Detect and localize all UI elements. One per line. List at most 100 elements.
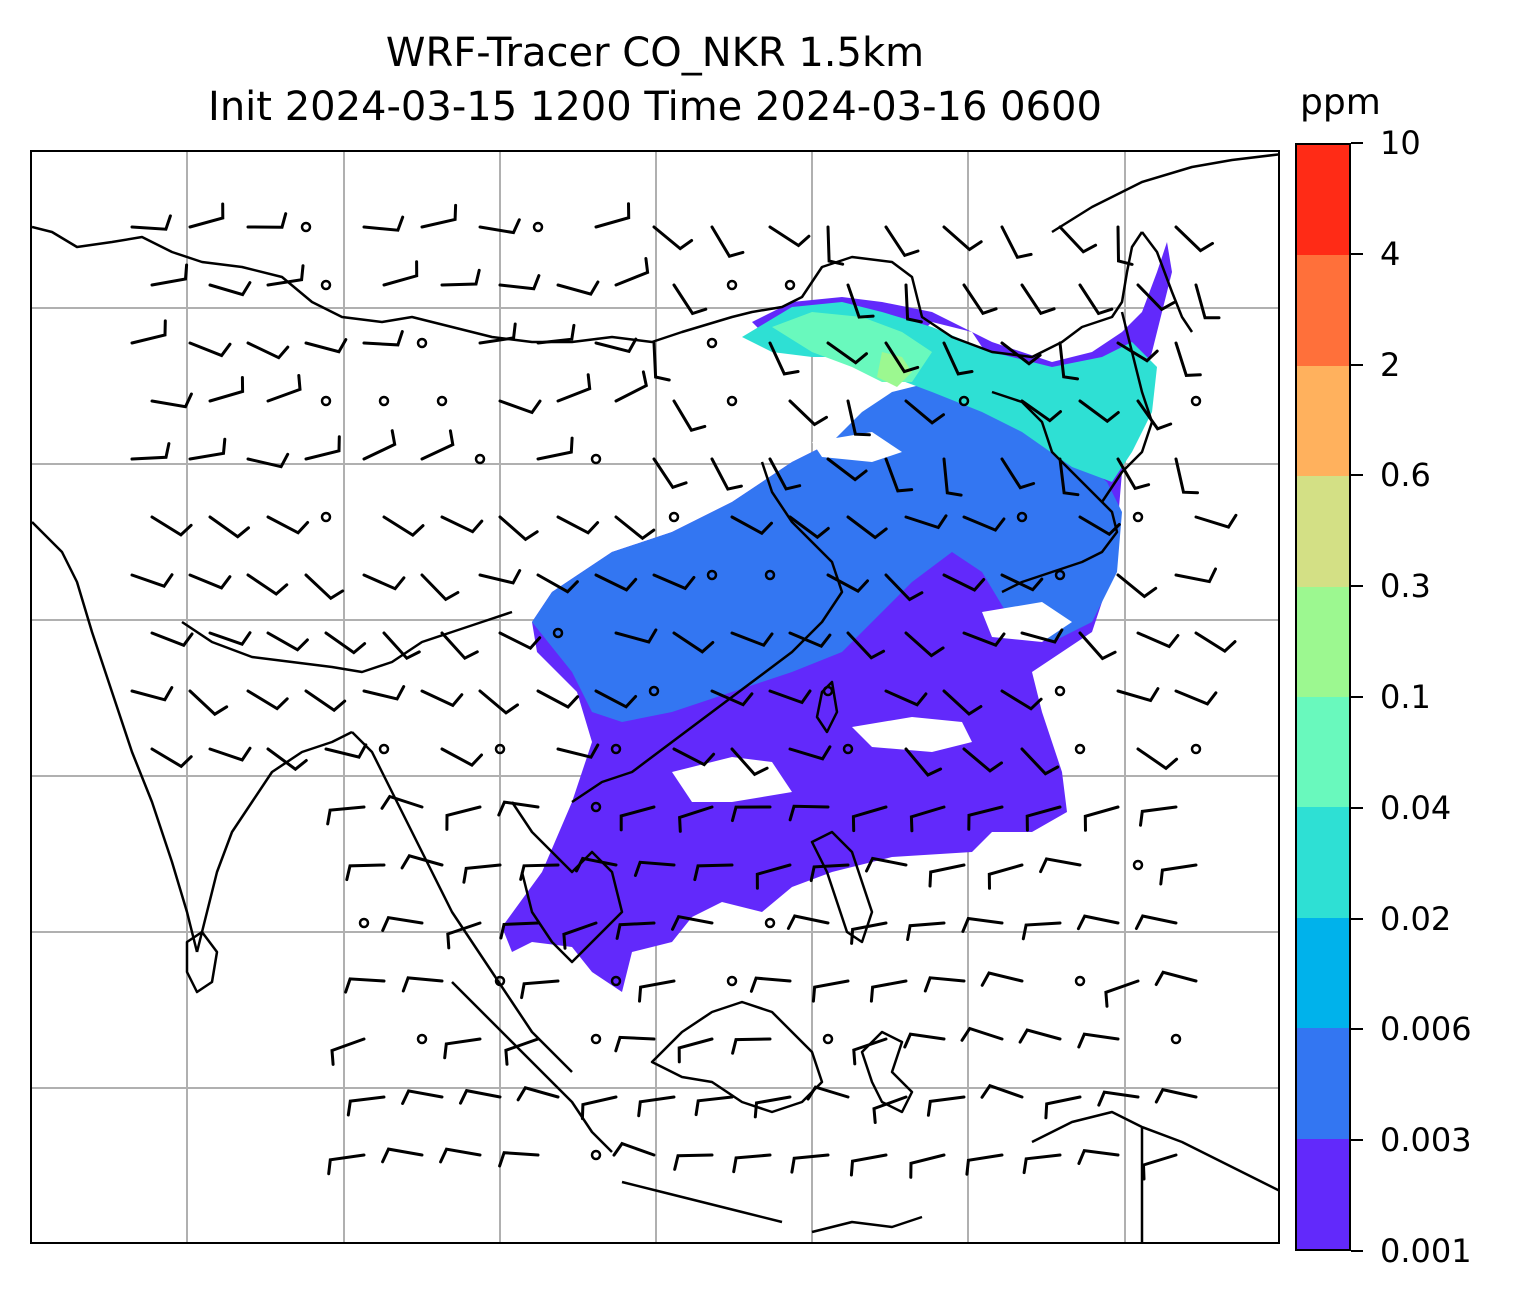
- wind-barb: [1044, 1095, 1082, 1120]
- coastlines: [32, 153, 1278, 1242]
- wind-barb: [672, 631, 715, 654]
- wind-barb: [401, 1089, 444, 1105]
- wind-barb: [594, 202, 631, 229]
- wind-barb: [498, 399, 542, 415]
- wind-barb: [942, 573, 986, 592]
- calm-wind-marker: [358, 917, 370, 929]
- wind-barb: [652, 225, 694, 251]
- wind-barb: [150, 263, 189, 287]
- wind-barb: [1058, 225, 1098, 254]
- wind-barb: [811, 979, 850, 1003]
- wind-barb: [904, 514, 948, 530]
- wind-barb: [755, 863, 792, 890]
- wind-barb: [440, 631, 479, 661]
- map-panel: [30, 150, 1280, 1244]
- wind-barb: [1174, 689, 1218, 706]
- wind-barb: [536, 323, 576, 345]
- wind-barb: [1078, 283, 1114, 316]
- wind-barb: [188, 689, 229, 717]
- wind-barb: [516, 1086, 560, 1102]
- colorbar: [1295, 143, 1351, 1251]
- wind-barb: [768, 341, 800, 376]
- wind-barb: [942, 457, 963, 497]
- wind-barb: [130, 214, 172, 231]
- wind-barb: [1136, 399, 1173, 431]
- wind-barb: [440, 747, 483, 767]
- chart-title-line1: WRF-Tracer CO_NKR 1.5km: [385, 30, 925, 76]
- wind-barb: [266, 515, 310, 535]
- colorbar-tick-label: 0.001: [1380, 1232, 1472, 1270]
- map-canvas: [32, 152, 1278, 1242]
- wind-barb: [1139, 805, 1178, 827]
- java: [621, 1180, 783, 1224]
- sulawesi: [860, 1030, 914, 1114]
- wind-barb: [266, 374, 302, 403]
- wind-barb: [381, 1147, 424, 1164]
- wind-barb: [1141, 1153, 1178, 1181]
- wind-barb: [208, 746, 252, 762]
- wind-barb: [381, 916, 424, 932]
- calm-wind-marker: [378, 743, 390, 755]
- wind-barb: [459, 1088, 502, 1105]
- wind-barb: [614, 257, 650, 287]
- wind-barb: [1020, 399, 1062, 423]
- wind-barb: [330, 1037, 366, 1066]
- calm-wind-marker: [532, 221, 544, 233]
- colorbar-tick: [1351, 806, 1363, 809]
- wind-barb: [478, 569, 522, 585]
- wind-barb: [926, 1095, 966, 1117]
- wind-barb: [575, 856, 618, 873]
- wind-barb: [962, 283, 998, 316]
- calm-wind-marker: [842, 743, 854, 755]
- calm-wind-marker: [300, 221, 312, 233]
- wind-barb: [730, 747, 769, 777]
- wind-barb: [730, 515, 773, 536]
- colorbar-tick-label: 0.003: [1380, 1121, 1472, 1160]
- wind-barb: [768, 225, 811, 248]
- wind-barb: [400, 854, 444, 870]
- wind-barb: [345, 863, 386, 882]
- wind-barb: [1116, 341, 1159, 363]
- wind-barb: [499, 921, 540, 940]
- wind-barb: [678, 805, 714, 833]
- wind-barb: [446, 921, 482, 950]
- wind-barb: [536, 689, 580, 709]
- chart-title-line2: Init 2024-03-15 1200 Time 2024-03-16 060…: [208, 84, 1102, 130]
- russia-coast: [1051, 153, 1278, 234]
- wind-barb: [150, 747, 193, 769]
- colorbar-tick: [1351, 142, 1363, 144]
- wind-barb: [1194, 631, 1237, 653]
- wind-barb: [150, 515, 193, 537]
- wind-barb: [987, 863, 1024, 890]
- calm-wind-marker: [1190, 743, 1202, 755]
- wind-barb: [904, 747, 943, 777]
- wind-barb: [439, 1147, 482, 1164]
- wind-barb: [806, 1085, 850, 1101]
- wind-barb: [246, 341, 290, 360]
- wind-barb: [732, 1153, 772, 1174]
- wind-barb: [790, 1153, 830, 1174]
- wind-barb: [1020, 628, 1064, 644]
- wind-barb: [965, 1153, 1004, 1176]
- wind-barb: [208, 515, 250, 539]
- colorbar-tick-label: 0.04: [1380, 788, 1452, 827]
- colorbar-segment-7: [1297, 365, 1349, 477]
- wind-barb: [478, 218, 521, 235]
- wind-barb: [1000, 457, 1036, 490]
- wind-barb: [846, 283, 875, 319]
- wind-barb: [884, 689, 928, 707]
- calm-wind-marker: [668, 511, 680, 523]
- wind-barb: [1134, 914, 1178, 930]
- wind-barb: [1077, 1148, 1120, 1165]
- calm-wind-marker: [706, 569, 718, 581]
- wind-barb: [788, 399, 828, 427]
- wind-barb: [909, 805, 946, 833]
- wind-barb: [672, 283, 708, 316]
- wind-barb: [1077, 1032, 1120, 1049]
- wind-barb: [1021, 921, 1062, 941]
- wind-barb: [872, 1095, 908, 1124]
- wind-barb: [768, 689, 812, 705]
- wind-barb: [520, 979, 560, 1000]
- colorbar-unit: ppm: [1300, 82, 1381, 123]
- wind-barb: [362, 573, 406, 591]
